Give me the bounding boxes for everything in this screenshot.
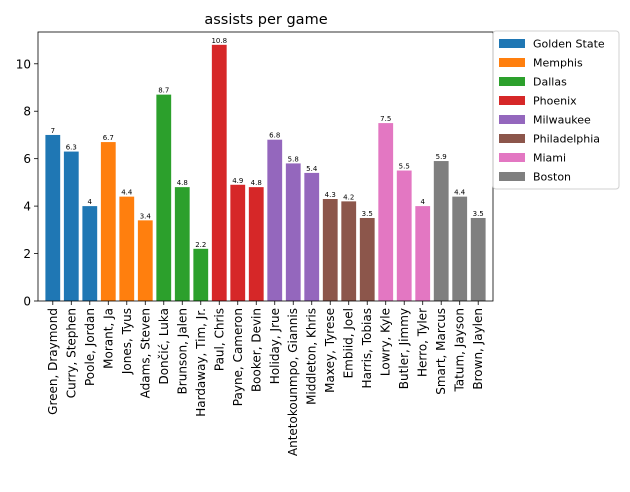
data-label: 7	[51, 127, 55, 135]
legend-label: Philadelphia	[533, 133, 600, 146]
legend-label: Phoenix	[533, 95, 577, 108]
data-label: 4	[420, 198, 425, 206]
x-tick-label: Hardaway, Tim, Jr.	[194, 308, 208, 417]
data-label: 4.4	[121, 189, 133, 197]
data-label: 5.9	[436, 153, 447, 161]
bar	[433, 161, 449, 301]
data-label: 5.8	[288, 155, 299, 163]
y-tick-label: 6	[23, 152, 31, 166]
bar	[452, 196, 468, 301]
bar	[82, 206, 98, 301]
data-label: 3.5	[362, 210, 373, 218]
legend-swatch	[499, 96, 525, 105]
legend: Golden State Memphis Dallas Phoenix Milwauke…	[492, 30, 620, 190]
bar	[285, 163, 301, 301]
data-label: 7.5	[380, 115, 391, 123]
legend-swatch	[499, 39, 525, 48]
data-label: 6.8	[269, 132, 280, 140]
bar	[63, 151, 79, 301]
plot-area: 7 Green, Draymond 6.3 Curry, Stephen 4 Poole,…	[16, 31, 494, 456]
x-tick-label: Middleton, Khris	[305, 308, 319, 405]
bar	[248, 187, 264, 301]
bar	[211, 44, 227, 302]
data-label: 10.8	[211, 37, 227, 45]
data-label: 4	[88, 198, 93, 206]
data-label: 4.4	[454, 189, 466, 197]
x-tick-label: Dončić, Luka	[157, 308, 171, 385]
legend-label: Dallas	[533, 76, 567, 89]
x-tick-label: Tatum, Jayson	[453, 308, 467, 393]
legend-swatch	[499, 134, 525, 143]
x-tick-label: Holiday, Jrue	[268, 308, 282, 384]
x-tick-label: Maxey, Tyrese	[323, 308, 337, 393]
data-label: 5.5	[399, 163, 410, 171]
data-label: 4.8	[177, 179, 188, 187]
legend-swatch	[499, 77, 525, 86]
bar	[100, 142, 116, 301]
y-tick-label: 4	[23, 200, 31, 214]
data-label: 3.4	[140, 212, 152, 220]
y-tick-label: 8	[23, 105, 31, 119]
legend-swatch	[499, 58, 525, 67]
data-label: 2.2	[195, 241, 206, 249]
bar	[156, 94, 172, 302]
x-tick-label: Lowry, Kyle	[379, 308, 393, 376]
bar	[396, 170, 412, 301]
x-tick-label: Embiid, Joel	[342, 308, 356, 378]
x-tick-label: Brunson, Jalen	[175, 308, 189, 394]
legend-label: Golden State	[533, 38, 605, 51]
x-tick-label: Herro, Tyler	[416, 308, 430, 377]
data-label: 4.2	[343, 193, 354, 201]
legend-label: Miami	[533, 152, 566, 165]
y-tick-label: 10	[16, 57, 31, 71]
bar	[470, 217, 486, 301]
x-tick-label: Paul, Chris	[212, 308, 226, 371]
legend-swatch	[499, 153, 525, 162]
bar	[267, 139, 283, 301]
data-label: 4.8	[251, 179, 262, 187]
bar	[230, 184, 246, 301]
x-tick-label: Morant, Ja	[101, 308, 115, 369]
x-tick-label: Poole, Jordan	[83, 308, 97, 386]
bar	[359, 217, 375, 301]
x-tick-label: Booker, Devin	[249, 308, 263, 392]
legend-swatch	[499, 115, 525, 124]
legend-swatch	[499, 172, 525, 181]
x-tick-label: Jones, Tyus	[120, 308, 134, 375]
legend-label: Milwaukee	[533, 114, 591, 127]
bar	[341, 201, 357, 301]
data-label: 6.7	[103, 134, 114, 142]
bar	[415, 206, 431, 301]
bar	[45, 134, 61, 301]
legend-label: Memphis	[533, 57, 583, 70]
bar	[119, 196, 135, 301]
x-tick-label: Adams, Steven	[138, 308, 152, 398]
x-tick-label: Brown, Jaylen	[471, 308, 485, 390]
legend-label: Boston	[533, 171, 571, 184]
data-label: 6.3	[66, 144, 77, 152]
x-tick-label: Green, Draymond	[46, 308, 60, 415]
x-tick-label: Smart, Marcus	[434, 308, 448, 395]
bar	[322, 199, 338, 301]
bar	[378, 123, 394, 301]
y-tick-label: 0	[23, 295, 31, 309]
data-label: 3.5	[473, 210, 484, 218]
x-tick-label: Butler, Jimmy	[397, 308, 411, 389]
data-label: 8.7	[158, 87, 169, 95]
bar	[193, 248, 209, 301]
chart-title: assists per game	[204, 12, 327, 28]
legend-box	[492, 30, 620, 190]
bar	[304, 172, 320, 301]
x-tick-label: Antetokounmpo, Giannis	[286, 308, 300, 456]
x-tick-label: Harris, Tobias	[360, 308, 374, 388]
data-label: 4.9	[232, 177, 243, 185]
y-tick-label: 2	[23, 247, 31, 261]
x-tick-label: Payne, Cameron	[231, 308, 245, 406]
bar	[137, 220, 153, 301]
data-label: 4.3	[325, 191, 336, 199]
bar	[174, 187, 190, 301]
data-label: 5.4	[306, 165, 318, 173]
x-tick-label: Curry, Stephen	[64, 308, 78, 398]
